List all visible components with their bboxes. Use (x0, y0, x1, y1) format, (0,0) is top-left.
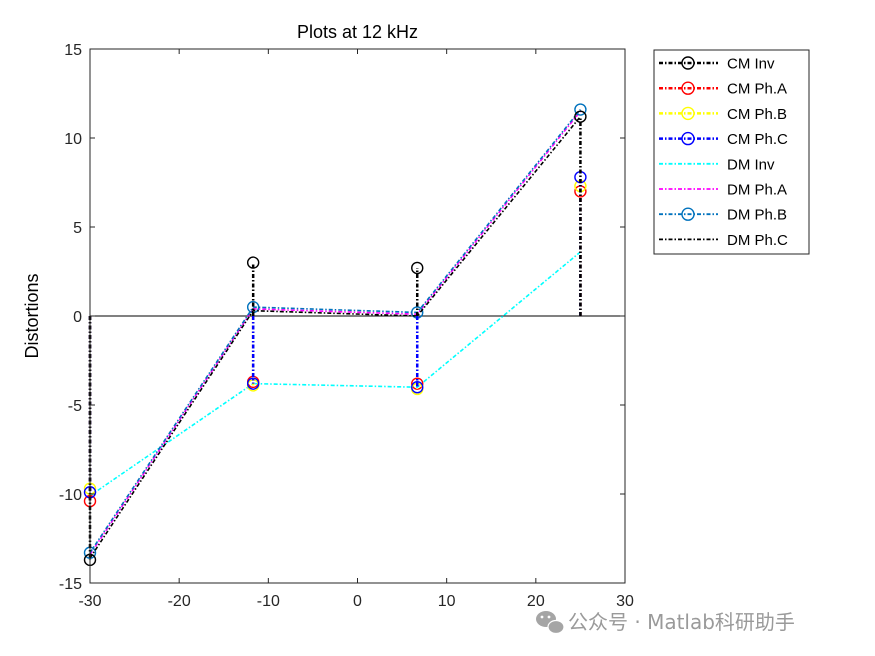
data-point-marker (574, 103, 587, 116)
series-dm-inv (89, 251, 581, 497)
series-line (89, 109, 582, 554)
watermark: 公众号 · Matlab科研助手 (536, 610, 795, 635)
series-line (89, 251, 581, 497)
legend-item-dm-ph-c: DM Ph.C (659, 232, 788, 249)
legend-item-dm-ph-a: DM Ph.A (659, 182, 787, 199)
legend-swatch-marker (681, 106, 695, 121)
legend-box (653, 49, 810, 255)
legend: CM Inv CM Ph.A CM Ph.B CM Ph.C DM Inv DM Ph.A… (653, 49, 810, 255)
legend-item-cm-ph-a: CM Ph.A (659, 81, 787, 98)
x-tick-label: -20 (168, 593, 191, 610)
legend-label: CM Ph.A (727, 81, 787, 98)
x-tick-label: 30 (616, 593, 634, 610)
series-line (89, 116, 582, 559)
legend-swatch-marker (681, 81, 695, 95)
y-axis-label: Distortions (22, 273, 42, 358)
y-tick-label: 15 (64, 42, 82, 59)
data-point-marker (246, 377, 260, 390)
legend-label: CM Ph.B (727, 106, 787, 123)
x-tick-label: 0 (353, 593, 362, 610)
legend-label: DM Inv (727, 156, 775, 173)
y-tick-label: -5 (68, 398, 82, 415)
legend-item-cm-ph-b: CM Ph.B (659, 106, 787, 123)
series-dm-ph-c (89, 116, 582, 559)
x-tick-label: -30 (78, 593, 101, 610)
x-tick-label: 10 (438, 593, 456, 610)
x-tick-label: 20 (527, 593, 545, 610)
legend-swatch-marker (681, 56, 695, 70)
ticks-layer: -30 -20 -10 0 10 20 30 -15 -10 -5 0 5 10 15 (59, 42, 634, 610)
wechat-logo-icon (536, 611, 565, 635)
legend-item-dm-ph-b: DM Ph.B (659, 207, 787, 224)
legend-item-dm-inv: DM Inv (659, 156, 775, 173)
y-tick-label: 0 (73, 309, 82, 326)
data-point-marker (411, 261, 424, 275)
data-point-marker (574, 110, 587, 123)
x-tick-label: -10 (257, 593, 280, 610)
legend-swatch-marker (681, 131, 695, 146)
y-tick-label: -10 (59, 487, 82, 504)
legend-swatch-marker (681, 207, 695, 221)
legend-label: DM Ph.B (727, 207, 787, 224)
y-tick-label: 5 (73, 220, 82, 237)
chart-title: Plots at 12 kHz (297, 22, 418, 42)
y-tick-label: -15 (59, 576, 82, 593)
legend-label: CM Inv (727, 56, 775, 73)
y-tick-label: 10 (64, 131, 82, 148)
series-dm-ph-a (89, 110, 582, 555)
legend-item-cm-inv: CM Inv (659, 56, 775, 73)
legend-label: DM Ph.A (727, 182, 787, 199)
legend-item-cm-ph-c: CM Ph.C (659, 131, 788, 148)
data-point-marker (411, 377, 424, 390)
data-point-marker (246, 256, 260, 269)
data-point-marker (411, 381, 424, 394)
watermark-text: 公众号 · Matlab科研助手 (568, 610, 795, 634)
series-line (89, 110, 582, 555)
legend-label: DM Ph.C (727, 232, 788, 249)
legend-label: CM Ph.C (727, 131, 788, 148)
